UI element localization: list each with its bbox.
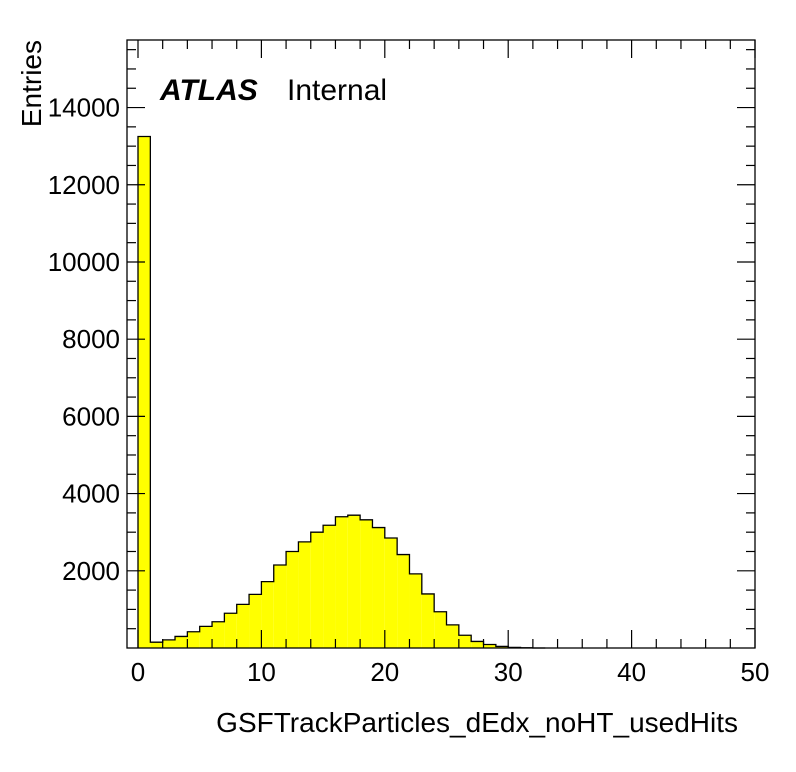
histogram-bar <box>138 136 151 648</box>
histogram-bar <box>286 551 299 648</box>
histogram-bar <box>298 541 311 648</box>
plot-frame <box>126 39 756 649</box>
histogram-bar <box>162 639 176 648</box>
internal-label: Internal <box>287 74 387 107</box>
x-tick-label: 30 <box>494 657 523 687</box>
y-axis-title: Entries <box>16 40 47 127</box>
atlas-label: ATLAS <box>159 74 258 107</box>
y-tick-label: 14000 <box>48 93 120 123</box>
histogram-bar <box>458 635 472 648</box>
histogram-bar <box>347 515 361 648</box>
x-tick-labels: 0 10 20 30 40 50 <box>131 657 770 687</box>
histogram-bar <box>212 621 225 648</box>
histogram-bar <box>187 631 200 648</box>
histogram-bar <box>249 594 262 648</box>
histogram-bar <box>224 613 237 648</box>
histogram-bar <box>384 537 398 648</box>
histogram-bar <box>261 581 274 648</box>
axis-ticks <box>127 40 756 648</box>
histogram-bar <box>483 644 496 648</box>
y-tick-label: 8000 <box>62 324 120 354</box>
histogram-bar <box>471 641 484 648</box>
x-tick-label: 20 <box>370 657 399 687</box>
histogram-bar <box>434 611 447 648</box>
histogram-bar <box>397 554 410 648</box>
y-tick-labels: 2000 4000 6000 8000 10000 12000 14000 <box>48 93 120 586</box>
histogram-bar <box>495 646 509 648</box>
histogram-bar <box>310 532 324 648</box>
histogram-bar <box>273 565 287 648</box>
histogram-bar <box>409 573 422 648</box>
x-tick-label: 40 <box>617 657 646 687</box>
y-tick-label: 4000 <box>62 479 120 509</box>
x-tick-label: 0 <box>131 657 145 687</box>
histogram-bar <box>323 525 336 648</box>
histogram-bar <box>335 516 348 648</box>
histogram-bar <box>446 624 459 648</box>
y-tick-label: 2000 <box>62 556 120 586</box>
histogram-bar <box>175 636 188 648</box>
histogram-bar <box>236 604 250 648</box>
histogram-outline <box>137 135 546 649</box>
y-tick-label: 6000 <box>62 401 120 431</box>
histogram-bar <box>421 593 435 648</box>
x-axis-title: GSFTrackParticles_dEdx_noHT_usedHits <box>216 707 738 738</box>
histogram-bars <box>138 136 533 648</box>
histogram-bar <box>372 527 385 648</box>
histogram-bar <box>360 519 373 648</box>
y-tick-label: 12000 <box>48 170 120 200</box>
histogram-bar <box>150 642 163 648</box>
y-tick-label: 10000 <box>48 247 120 277</box>
x-tick-label: 10 <box>247 657 276 687</box>
histogram-bar <box>199 626 213 648</box>
x-tick-label: 50 <box>741 657 770 687</box>
